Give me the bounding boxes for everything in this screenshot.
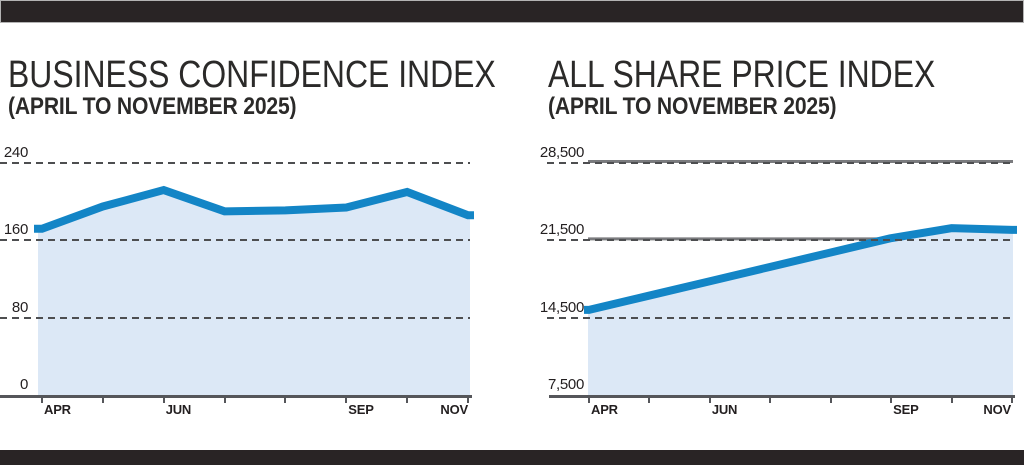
x-axis-month-label: SEP bbox=[893, 402, 919, 417]
x-axis-tick bbox=[406, 395, 409, 403]
area-fill bbox=[38, 190, 470, 395]
gridline bbox=[0, 162, 470, 164]
x-axis-tick bbox=[648, 395, 651, 403]
x-axis-line bbox=[0, 395, 472, 398]
gridline bbox=[0, 316, 470, 319]
x-axis-month-label: SEP bbox=[348, 402, 374, 417]
x-axis-tick bbox=[708, 395, 711, 403]
x-axis-tick bbox=[101, 395, 104, 403]
x-axis-month-label: JUN bbox=[711, 402, 738, 417]
x-axis-tick bbox=[769, 395, 772, 403]
chart-title: ALL SHARE PRICE INDEX bbox=[548, 54, 936, 96]
trend-line bbox=[34, 185, 474, 233]
gridline bbox=[547, 162, 1013, 164]
x-axis-tick bbox=[162, 395, 165, 403]
chart-subtitle: (APRIL TO NOVEMBER 2025) bbox=[548, 93, 837, 120]
y-axis-tick-label: 240 bbox=[3, 144, 28, 161]
x-axis-month-label: JUN bbox=[165, 402, 192, 417]
y-axis-tick-label: 160 bbox=[3, 221, 28, 239]
y-axis-tick-label: 7,500 bbox=[547, 376, 584, 393]
x-axis-month-label: NOV bbox=[983, 402, 1011, 417]
x-axis-tick bbox=[829, 395, 832, 403]
x-axis-tick bbox=[890, 395, 893, 403]
x-axis-tick bbox=[223, 395, 226, 403]
x-axis-tick bbox=[41, 395, 43, 403]
x-axis-tick bbox=[284, 395, 287, 403]
y-axis-tick-label: 0 bbox=[19, 376, 28, 393]
chart-subtitle: (APRIL TO NOVEMBER 2025) bbox=[8, 93, 297, 120]
y-axis-tick-label: 80 bbox=[11, 298, 28, 316]
x-axis-tick bbox=[467, 395, 469, 403]
x-axis-tick bbox=[950, 395, 953, 403]
gridline bbox=[547, 239, 1013, 242]
x-axis-tick bbox=[345, 395, 348, 403]
x-axis-tick bbox=[1011, 395, 1013, 403]
gridline bbox=[547, 316, 1013, 319]
x-axis-tick bbox=[588, 395, 590, 403]
x-axis-month-label: APR bbox=[591, 402, 618, 417]
chart-title: BUSINESS CONFIDENCE INDEX bbox=[8, 54, 496, 96]
x-axis-line bbox=[549, 395, 1015, 398]
y-axis-tick-label: 21,500 bbox=[539, 221, 584, 239]
y-axis-tick-label: 14,500 bbox=[539, 298, 584, 316]
y-axis-tick-label: 28,500 bbox=[539, 144, 584, 161]
area-fill bbox=[588, 228, 1013, 395]
top-divider-bar bbox=[0, 0, 1024, 23]
x-axis-month-label: APR bbox=[44, 402, 71, 417]
gridline bbox=[0, 239, 470, 242]
x-axis-month-label: NOV bbox=[440, 402, 468, 417]
bottom-divider-bar bbox=[0, 450, 1024, 465]
